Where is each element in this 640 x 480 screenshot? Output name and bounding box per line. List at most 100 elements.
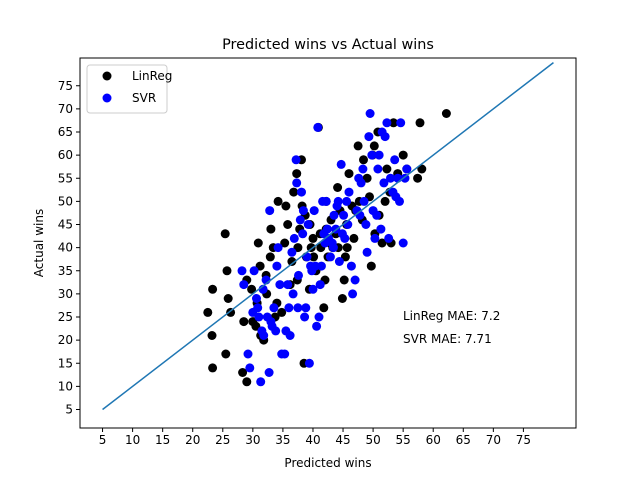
legend: LinReg SVR <box>86 64 172 114</box>
data-point-svr <box>289 233 299 243</box>
data-point-svr <box>386 173 395 183</box>
data-point-linreg <box>292 169 302 179</box>
data-point-svr <box>301 303 311 313</box>
data-point-linreg <box>253 238 263 248</box>
y-tick-label: 5 <box>65 403 73 417</box>
data-point-svr <box>252 294 261 303</box>
data-point-svr <box>275 280 285 290</box>
data-point-svr <box>253 303 263 313</box>
data-point-linreg <box>208 363 218 373</box>
x-tick-label: 50 <box>365 433 380 447</box>
data-point-svr <box>342 196 352 206</box>
x-tick-label: 55 <box>396 433 411 447</box>
data-point-svr <box>316 261 326 271</box>
data-point-svr <box>315 280 325 290</box>
data-point-svr <box>245 363 255 373</box>
y-tick-label: 60 <box>58 148 73 162</box>
data-point-svr <box>237 266 247 276</box>
data-point-svr <box>239 280 249 290</box>
data-point-svr <box>294 270 303 280</box>
y-tick-label: 45 <box>58 218 73 232</box>
data-point-svr <box>297 187 306 197</box>
y-tick-label: 40 <box>58 241 73 255</box>
annotation-linreg-mae: LinReg MAE: 7.2 <box>403 309 500 323</box>
data-point-linreg <box>337 294 347 303</box>
data-point-svr <box>256 377 266 387</box>
x-tick-label: 65 <box>456 433 471 447</box>
y-tick-label: 75 <box>58 79 73 93</box>
legend-marker-svr <box>102 93 112 103</box>
data-point-svr <box>346 261 356 271</box>
data-point-linreg <box>417 164 427 174</box>
data-point-svr <box>382 118 392 128</box>
data-point-linreg <box>377 238 387 248</box>
data-point-svr <box>309 206 319 216</box>
data-point-linreg <box>319 303 329 313</box>
data-point-svr <box>370 233 380 243</box>
data-point-svr <box>273 243 283 253</box>
data-point-linreg <box>242 377 252 387</box>
data-point-svr <box>364 132 374 142</box>
data-point-linreg <box>208 284 218 294</box>
x-tick-label: 20 <box>185 433 200 447</box>
data-point-svr <box>292 178 302 188</box>
legend-marker-linreg <box>102 71 112 81</box>
data-point-linreg <box>398 150 408 160</box>
data-point-svr <box>365 109 375 118</box>
y-axis-ticks: 5 10 15 20 25 30 35 40 45 50 55 60 65 70 75 <box>58 79 80 417</box>
axes-frame <box>79 57 577 429</box>
data-point-svr <box>321 196 331 206</box>
data-point-svr <box>395 196 404 206</box>
reference-line <box>102 62 554 411</box>
data-point-svr <box>322 224 332 234</box>
data-point-linreg <box>359 155 368 165</box>
data-point-svr <box>348 289 358 299</box>
data-point-svr <box>340 233 350 243</box>
data-point-svr <box>269 303 279 313</box>
data-point-linreg <box>220 229 230 239</box>
data-point-svr <box>372 210 382 220</box>
data-point-svr <box>384 233 394 243</box>
y-tick-label: 15 <box>58 356 73 370</box>
plot-area <box>102 62 554 411</box>
data-point-svr <box>298 229 308 239</box>
data-point-svr <box>359 196 369 206</box>
data-point-svr <box>313 122 323 132</box>
x-tick-label: 15 <box>155 433 170 447</box>
data-point-svr <box>396 118 406 128</box>
data-point-linreg <box>283 220 293 229</box>
x-tick-label: 5 <box>99 433 107 447</box>
data-point-svr <box>379 178 389 188</box>
data-point-svr <box>287 247 297 257</box>
data-point-svr <box>333 196 343 206</box>
y-axis-label: Actual wins <box>32 209 46 277</box>
data-point-linreg <box>223 294 233 303</box>
data-point-linreg <box>207 331 217 340</box>
data-point-svr <box>298 206 308 216</box>
x-tick-label: 35 <box>275 433 290 447</box>
y-tick-label: 55 <box>58 171 73 185</box>
data-point-linreg <box>266 224 276 234</box>
y-tick-label: 50 <box>58 194 73 208</box>
data-point-linreg <box>353 141 363 151</box>
data-point-linreg <box>344 169 354 179</box>
data-point-svr <box>300 312 310 322</box>
data-point-svr <box>336 159 346 169</box>
legend-label-svr: SVR <box>132 91 156 105</box>
data-point-linreg <box>222 266 232 276</box>
data-point-linreg <box>277 307 287 317</box>
data-point-svr <box>390 155 400 165</box>
data-point-svr <box>265 206 275 216</box>
data-point-svr <box>249 266 259 276</box>
data-point-svr <box>295 215 305 225</box>
legend-label-linreg: LinReg <box>132 69 172 83</box>
data-point-svr <box>361 220 371 229</box>
data-point-svr <box>344 187 354 197</box>
data-point-linreg <box>389 118 398 128</box>
x-tick-label: 70 <box>486 433 501 447</box>
data-point-svr <box>308 284 318 294</box>
data-point-svr <box>259 331 269 340</box>
data-point-svr <box>350 275 360 285</box>
data-point-svr <box>285 331 295 340</box>
data-point-svr <box>373 164 383 174</box>
